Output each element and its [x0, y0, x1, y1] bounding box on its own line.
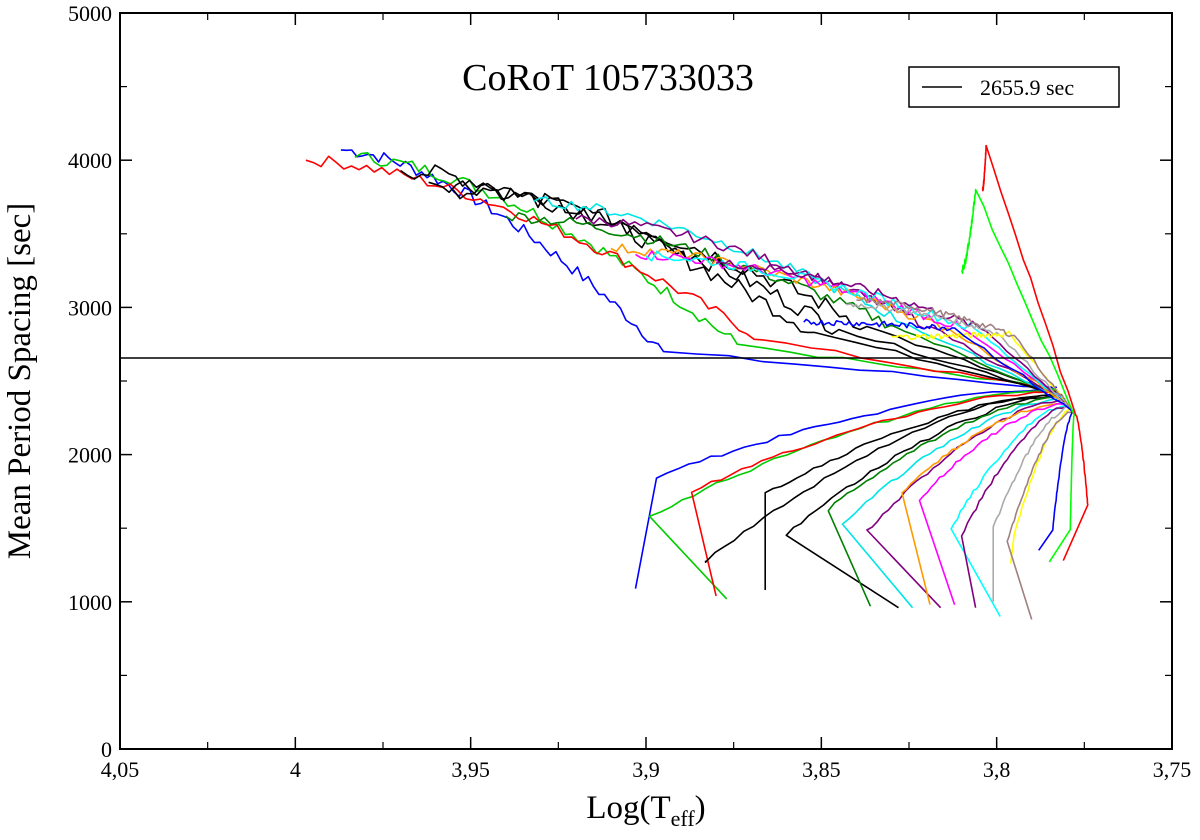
- track-line-15: [891, 330, 1072, 564]
- legend: 2655.9 sec: [908, 66, 1120, 108]
- track-line-5: [428, 180, 1062, 590]
- track-line-17: [803, 318, 1074, 551]
- track-line-6: [452, 182, 1063, 609]
- y-tick-label: 1000: [68, 590, 112, 615]
- track-line-1: [340, 149, 1058, 589]
- track-line-2: [354, 152, 1059, 600]
- track-line-19: [981, 144, 1089, 561]
- y-axis-title: Mean Period Spacing [sec]: [2, 203, 38, 559]
- x-tick-label: 3,75: [1153, 757, 1192, 782]
- track-line-12: [645, 250, 1069, 617]
- y-tick-label: 3000: [68, 295, 112, 320]
- track-line-18: [961, 188, 1075, 563]
- x-tick-label: 4,05: [101, 757, 140, 782]
- x-tick-label: 4: [290, 757, 301, 782]
- x-tick-label: 3,95: [451, 757, 490, 782]
- y-tick-label: 4000: [68, 148, 112, 173]
- x-axis-title-main: Log(T: [586, 790, 670, 826]
- track-line-7: [505, 212, 1064, 607]
- legend-label: 2655.9 sec: [980, 75, 1074, 100]
- track-line-3: [305, 155, 1060, 597]
- evolutionary-tracks: [305, 144, 1089, 620]
- y-tick-label: 5000: [68, 1, 112, 26]
- x-tick-label: 3,9: [632, 757, 660, 782]
- tick-labels: 4,05 4 3,95 3,9 3,85 3,8 3,75 0 1000 2000 3000 4000…: [68, 1, 1191, 782]
- x-axis-title-close: ): [695, 790, 706, 826]
- chart-title: CoRoT 105733033: [462, 57, 754, 99]
- plot-frame: [119, 12, 1173, 750]
- x-axis-title: Log(Teff): [586, 790, 705, 831]
- x-tick-label: 3,8: [983, 757, 1011, 782]
- y-tick-label: 0: [101, 737, 112, 762]
- track-line-16: [856, 296, 1073, 620]
- x-tick-label: 3,85: [802, 757, 841, 782]
- x-axis-title-subscript: eff: [671, 806, 696, 831]
- track-line-14: [845, 303, 1071, 602]
- track-line-13: [715, 259, 1070, 608]
- y-tick-label: 2000: [68, 443, 112, 468]
